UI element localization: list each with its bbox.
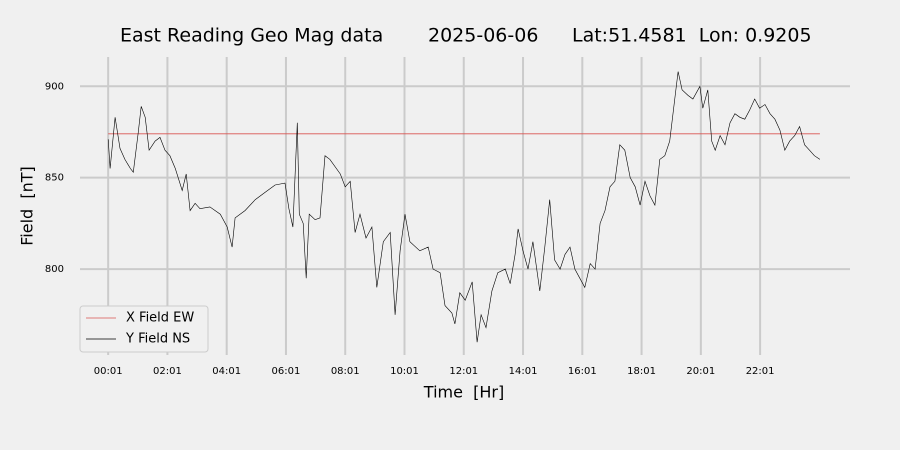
legend-box — [79, 305, 209, 353]
x-tick-label: 12:01 — [449, 366, 478, 377]
legend-label: X Field EW — [126, 311, 194, 326]
x-tick-label: 02:01 — [153, 366, 182, 377]
x-tick-label: 18:01 — [627, 366, 656, 377]
y-tick-label: 900 — [45, 81, 64, 92]
x-tick-label: 16:01 — [568, 366, 597, 377]
chart-date: 2025-06-06 — [428, 25, 538, 47]
x-tick-label: 10:01 — [390, 366, 419, 377]
chart-location: Lat:51.4581 Lon: 0.9205 — [572, 25, 812, 47]
y-tick-label: 850 — [45, 173, 64, 184]
legend: X Field EW Y Field NS — [79, 305, 209, 353]
y-tick-label: 800 — [45, 264, 64, 275]
x-tick-label: 04:01 — [212, 366, 241, 377]
x-tick-label: 00:01 — [94, 366, 123, 377]
y-axis-label: Field [nT] — [18, 166, 37, 246]
x-tick-label: 20:01 — [686, 366, 715, 377]
line-series — [107, 71, 821, 343]
legend-label: Y Field NS — [125, 332, 190, 347]
x-tick-label: 08:01 — [331, 366, 360, 377]
x-tick-label: 22:01 — [746, 366, 775, 377]
chart-title: East Reading Geo Mag data — [120, 25, 383, 47]
x-tick-label: 14:01 — [509, 366, 538, 377]
x-axis-label: Time [Hr] — [423, 383, 504, 402]
x-tick-label: 06:01 — [272, 366, 301, 377]
